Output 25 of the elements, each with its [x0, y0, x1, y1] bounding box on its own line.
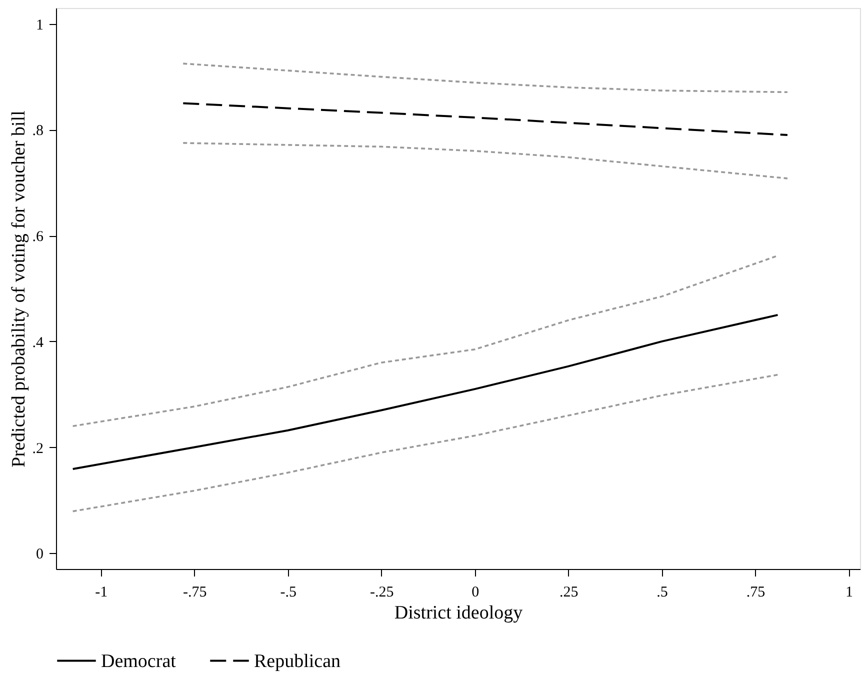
line-series [182, 62, 788, 94]
x-tick-label: -1 [95, 584, 108, 600]
y-axis-title: Predicted probability of voting for voucher bill [8, 110, 30, 468]
y-tick-label: .6 [32, 229, 44, 246]
x-tick-label: .25 [559, 584, 578, 600]
legend-label: Democrat [101, 650, 177, 672]
legend-label: Republican [254, 650, 342, 672]
line-series [72, 314, 779, 470]
x-tick-label: -.75 [182, 584, 207, 600]
x-tick-label: .5 [656, 584, 668, 600]
line-series [72, 374, 779, 512]
y-tick-label: .2 [32, 440, 44, 457]
x-tick-label: -.25 [370, 584, 394, 600]
x-tick-label: .75 [746, 584, 766, 600]
x-tick-label: 1 [846, 584, 854, 600]
x-tick-label: -.5 [280, 584, 296, 600]
x-axis-title: District ideology [394, 602, 524, 624]
y-tick-label: 1 [36, 17, 44, 34]
x-tick-label: 0 [472, 584, 480, 600]
line-series [182, 102, 788, 136]
y-tick-label: 0 [36, 546, 44, 563]
y-tick-label: .4 [32, 334, 44, 351]
y-tick-label: .8 [32, 123, 44, 140]
line-series [72, 254, 779, 428]
line-series [182, 142, 788, 180]
